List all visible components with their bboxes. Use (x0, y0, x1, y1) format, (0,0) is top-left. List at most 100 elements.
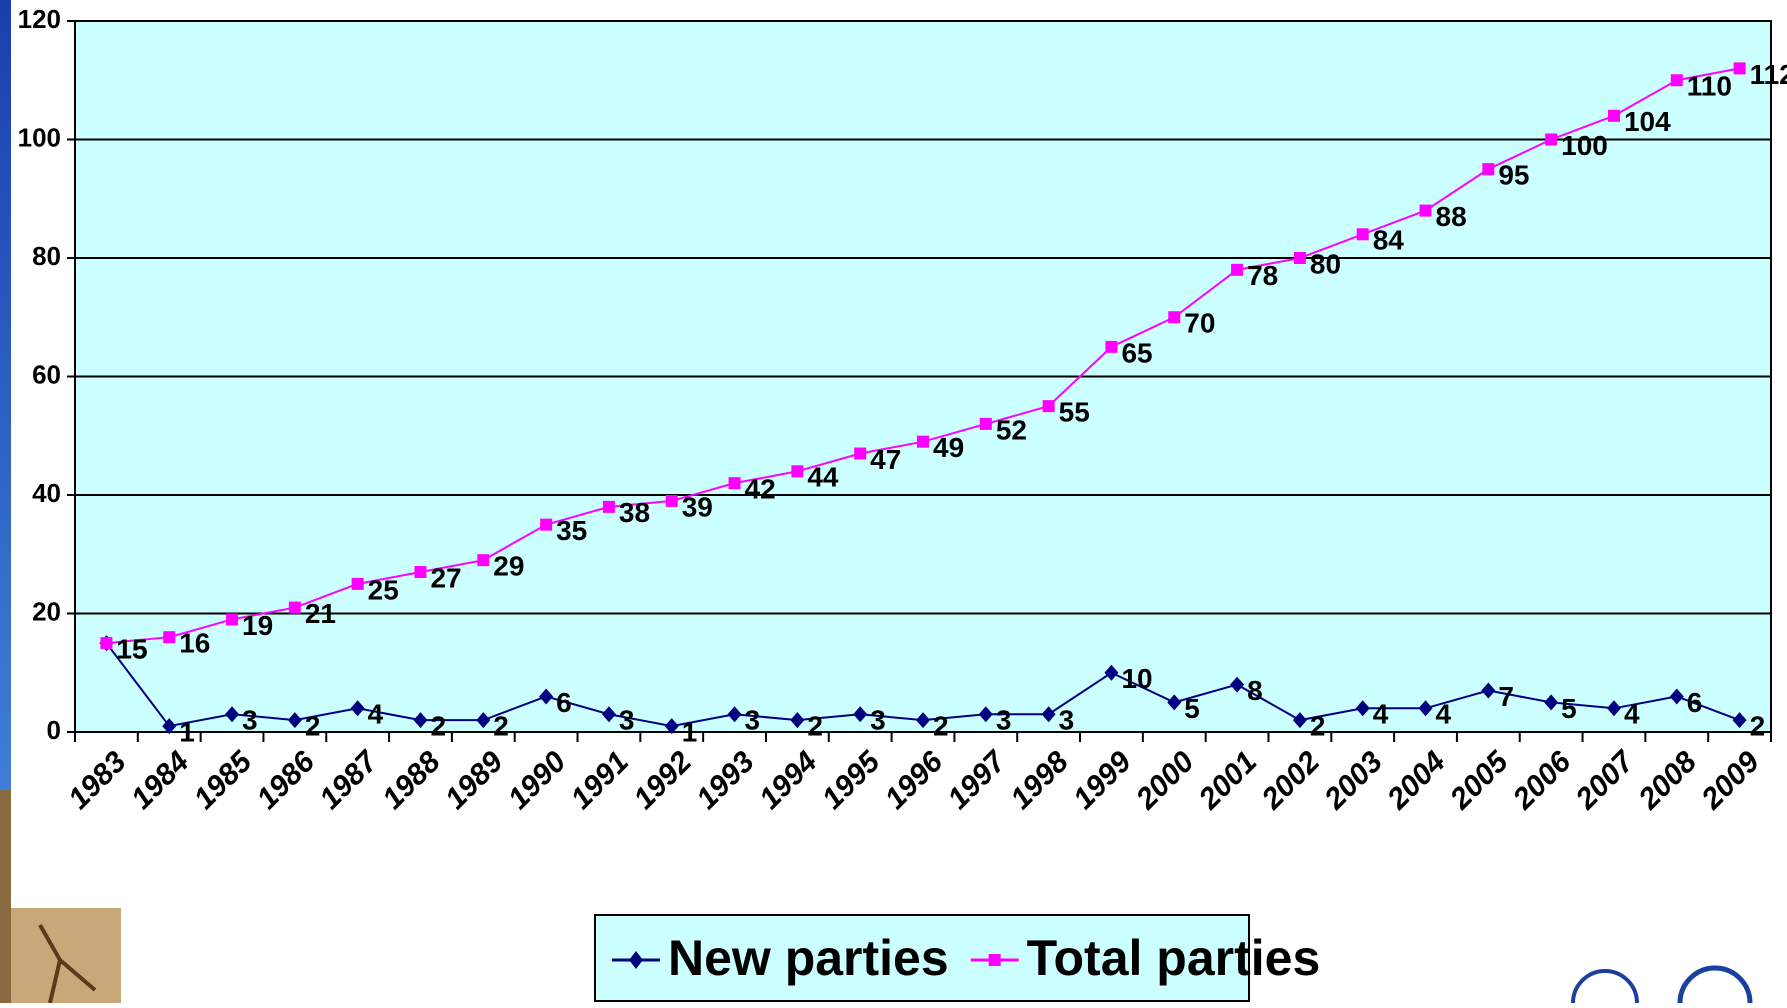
data-label: 7 (1498, 681, 1514, 712)
data-label: 15 (116, 634, 147, 665)
marker (1545, 133, 1558, 146)
marker (539, 688, 554, 705)
data-label: 4 (1436, 699, 1452, 730)
x-tick-label: 1994 (753, 745, 824, 816)
x-tick-label: 2007 (1569, 744, 1641, 816)
marker (1104, 664, 1119, 681)
marker (854, 447, 867, 460)
x-tick-label: 1996 (879, 745, 950, 816)
data-label: 55 (1059, 397, 1090, 428)
x-tick-label: 2004 (1381, 745, 1452, 816)
marker (1419, 204, 1432, 217)
marker (162, 718, 177, 735)
marker (1482, 163, 1495, 176)
marker (727, 706, 742, 723)
marker (853, 706, 868, 723)
data-label: 35 (556, 515, 587, 546)
data-label: 95 (1498, 160, 1529, 191)
data-label: 2 (493, 711, 509, 742)
data-label: 2 (1310, 711, 1326, 742)
data-label: 6 (1687, 687, 1703, 718)
x-tick-label: 1999 (1067, 745, 1138, 816)
x-tick-label: 1986 (251, 745, 322, 816)
data-label: 3 (870, 705, 886, 736)
marker (288, 601, 301, 614)
data-label: 84 (1373, 225, 1405, 256)
data-label: 80 (1310, 248, 1341, 279)
marker (979, 417, 992, 430)
y-tick-label: 80 (32, 241, 61, 271)
marker (665, 494, 678, 507)
y-tick-label: 100 (18, 122, 61, 152)
legend: New parties Total parties (594, 914, 1321, 1002)
marker (728, 477, 741, 490)
marker (1669, 688, 1684, 705)
corner-photo (11, 908, 121, 1003)
marker (414, 566, 427, 579)
marker (1041, 706, 1056, 723)
data-label: 8 (1247, 675, 1263, 706)
x-tick-label: 1984 (125, 745, 196, 816)
data-label: 10 (1121, 663, 1152, 694)
data-label: 27 (430, 562, 461, 593)
marker (601, 706, 616, 723)
marker (1167, 694, 1182, 711)
data-label: 2 (1750, 711, 1766, 742)
x-tick-label: 1989 (439, 745, 510, 816)
marker (1231, 263, 1244, 276)
marker (978, 706, 993, 723)
data-label: 42 (745, 474, 776, 505)
x-tick-label: 2005 (1443, 744, 1515, 816)
corner-photo-figure (38, 924, 97, 1004)
x-tick-label: 2003 (1318, 745, 1389, 816)
marker (351, 577, 364, 590)
data-label: 1 (179, 716, 195, 747)
legend-box (594, 914, 1250, 1002)
data-label: 3 (242, 705, 258, 736)
y-tick-label: 20 (32, 596, 61, 626)
marker (226, 613, 239, 626)
data-label: 65 (1121, 337, 1152, 368)
data-label: 47 (870, 444, 901, 475)
x-tick-label: 2002 (1255, 745, 1326, 816)
legend-label: Total parties (1027, 930, 1321, 986)
marker (1481, 682, 1496, 699)
data-label: 2 (807, 711, 823, 742)
side-strip-image (0, 790, 11, 1003)
data-label: 3 (619, 705, 635, 736)
logo (1677, 965, 1753, 1008)
x-tick-label: 1998 (1004, 745, 1075, 816)
marker (790, 712, 805, 729)
data-label: 88 (1436, 201, 1467, 232)
data-label: 3 (1059, 705, 1075, 736)
data-label: 2 (933, 711, 949, 742)
data-label: 1 (682, 716, 698, 747)
marker (1607, 109, 1620, 122)
marker (1168, 311, 1181, 324)
data-label: 29 (493, 551, 524, 582)
x-tick-label: 2006 (1506, 745, 1577, 816)
marker (1230, 676, 1245, 693)
data-label: 3 (996, 705, 1012, 736)
data-label: 19 (242, 610, 273, 641)
x-tick-label: 2001 (1192, 745, 1263, 816)
x-tick-label: 1997 (942, 744, 1013, 815)
marker (1356, 228, 1369, 241)
marker (1733, 62, 1746, 75)
marker (350, 700, 365, 717)
data-label: 39 (682, 491, 713, 522)
marker (163, 631, 176, 644)
marker (1670, 74, 1683, 87)
marker (1732, 712, 1747, 729)
data-label: 21 (305, 598, 336, 629)
data-label: 2 (430, 711, 446, 742)
marker (602, 500, 615, 513)
x-tick-label: 2009 (1695, 745, 1766, 816)
x-tick-label: 1985 (188, 744, 259, 815)
data-label: 52 (996, 414, 1027, 445)
legend-marker (629, 951, 643, 969)
x-tick-label: 1983 (62, 745, 133, 816)
marker (225, 706, 240, 723)
data-label: 70 (1184, 308, 1215, 339)
